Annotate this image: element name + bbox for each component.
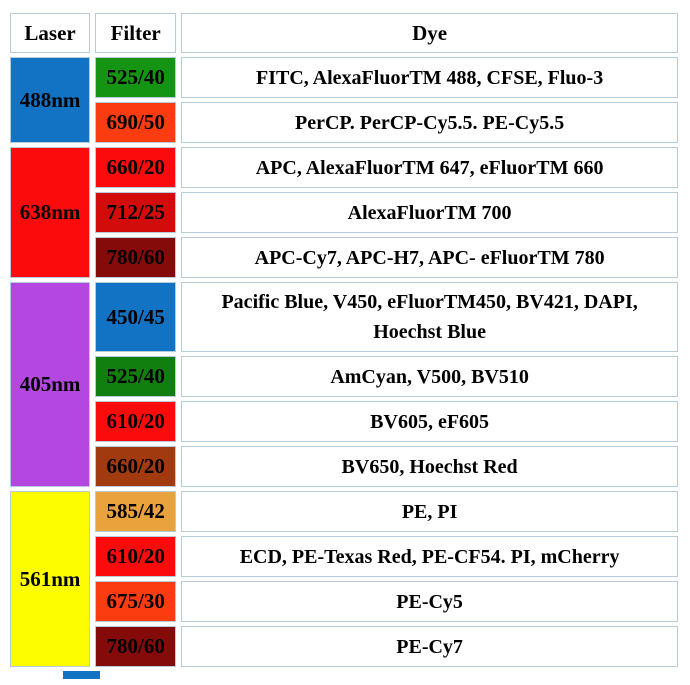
filter-cell: 780/60 bbox=[95, 237, 177, 278]
table-row: 405nm 450/45 Pacific Blue, V450, eFluorT… bbox=[10, 282, 678, 487]
table-row: 712/25 AlexaFluorTM 700 bbox=[10, 192, 678, 233]
laser-cell-488nm: 488nm bbox=[10, 57, 91, 143]
filter-cell: 610/20 bbox=[95, 536, 177, 577]
filter-cell: 585/42 bbox=[95, 491, 177, 532]
table-row: 638nm 660/20 APC, AlexaFluorTM 647, eFlu… bbox=[10, 147, 678, 278]
dye-cell: PerCP. PerCP-Cy5.5. PE-Cy5.5 bbox=[181, 102, 678, 143]
laser-cell-405nm: 405nm bbox=[10, 282, 91, 487]
table-row: 610/20 BV605, eF605 bbox=[10, 401, 678, 442]
dye-cell: AmCyan, V500, BV510 bbox=[181, 356, 678, 397]
dye-cell: APC, AlexaFluorTM 647, eFluorTM 660 bbox=[181, 147, 678, 188]
dye-cell: BV650, Hoechst Red bbox=[181, 446, 678, 487]
table-row: 660/20 BV650, Hoechst Red bbox=[10, 446, 678, 487]
table-row: 690/50 PerCP. PerCP-Cy5.5. PE-Cy5.5 bbox=[10, 102, 678, 143]
dye-cell: APC-Cy7, APC-H7, APC- eFluorTM 780 bbox=[181, 237, 678, 278]
table-row: 780/60 APC-Cy7, APC-H7, APC- eFluorTM 78… bbox=[10, 237, 678, 278]
dye-cell: ECD, PE-Texas Red, PE-CF54. PI, mCherry bbox=[181, 536, 678, 577]
laser-filter-dye-table: Laser Filter Dye 488nm 525/40 FITC, Alex… bbox=[5, 9, 683, 671]
table-row: 488nm 525/40 FITC, AlexaFluorTM 488, CFS… bbox=[10, 57, 678, 143]
filter-cell: 450/45 bbox=[95, 282, 177, 352]
filter-cell: 525/40 bbox=[95, 57, 177, 98]
dye-cell: AlexaFluorTM 700 bbox=[181, 192, 678, 233]
dye-cell: FITC, AlexaFluorTM 488, CFSE, Fluo-3 bbox=[181, 57, 678, 98]
col-header-laser: Laser bbox=[10, 13, 91, 53]
filter-cell: 525/40 bbox=[95, 356, 177, 397]
laser-cell-561nm: 561nm bbox=[10, 491, 91, 667]
filter-cell: 675/30 bbox=[95, 581, 177, 622]
table-row: 675/30 PE-Cy5 bbox=[10, 581, 678, 622]
partial-next-laser-cell bbox=[63, 671, 100, 679]
filter-cell: 610/20 bbox=[95, 401, 177, 442]
laser-cell-638nm: 638nm bbox=[10, 147, 91, 278]
col-header-dye: Dye bbox=[181, 13, 678, 53]
table-row: 561nm 585/42 PE, PI bbox=[10, 491, 678, 667]
header-row: Laser Filter Dye bbox=[10, 13, 678, 53]
filter-cell: 690/50 bbox=[95, 102, 177, 143]
laser-filter-dye-table-container: Laser Filter Dye 488nm 525/40 FITC, Alex… bbox=[5, 9, 683, 679]
dye-cell: PE-Cy5 bbox=[181, 581, 678, 622]
col-header-filter: Filter bbox=[95, 13, 177, 53]
table-row: 780/60 PE-Cy7 bbox=[10, 626, 678, 667]
filter-cell: 660/20 bbox=[95, 446, 177, 487]
table-row: 610/20 ECD, PE-Texas Red, PE-CF54. PI, m… bbox=[10, 536, 678, 577]
filter-cell: 660/20 bbox=[95, 147, 177, 188]
filter-cell: 712/25 bbox=[95, 192, 177, 233]
dye-cell: BV605, eF605 bbox=[181, 401, 678, 442]
table-row: 525/40 AmCyan, V500, BV510 bbox=[10, 356, 678, 397]
dye-cell: Pacific Blue, V450, eFluorTM450, BV421, … bbox=[181, 282, 678, 352]
dye-cell: PE, PI bbox=[181, 491, 678, 532]
filter-cell: 780/60 bbox=[95, 626, 177, 667]
dye-cell: PE-Cy7 bbox=[181, 626, 678, 667]
